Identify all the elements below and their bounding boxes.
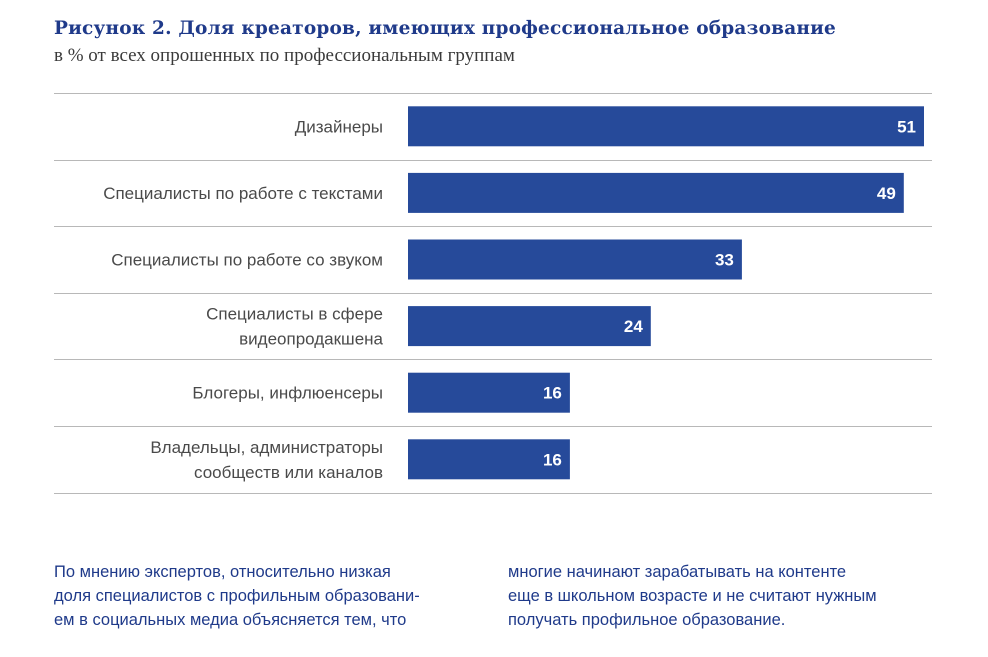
bar-chart: 51 Дизайнеры 49 Специалисты по работе с тек… [54,93,932,494]
body-text-left-line: ем в социальных медиа объясняется тем, ч… [54,611,407,629]
category-label: Специалисты по работе с текстами [103,184,383,203]
category-label-line: сообществ или каналов [194,463,383,482]
bar [408,172,904,213]
bar-value-label: 51 [897,117,916,136]
bar-value-label: 49 [877,184,896,203]
bar [408,306,651,347]
category-label-line: видеопродакшена [239,330,383,349]
bar-value-label: 33 [715,251,734,270]
body-text-right: многие начинают зарабатывать на контенте… [508,560,877,632]
body-text-left-line: По мнению экспертов, относительно низкая [54,563,391,581]
category-label: Специалисты в сфере видеопродакшена [206,305,383,349]
body-text-left-line: доля специалистов с профильным образован… [54,587,420,605]
bar-value-label: 16 [543,384,562,403]
category-label-line: Специалисты по работе со звуком [111,251,383,270]
category-label: Специалисты по работе со звуком [111,251,383,270]
category-label-line: Дизайнеры [295,117,383,136]
category-label: Блогеры, инфлюенсеры [192,384,383,403]
category-label: Дизайнеры [295,117,383,136]
body-text-right-line: еще в школьном возрасте и не считают нуж… [508,587,877,605]
bar [408,439,570,480]
category-label: Владельцы, администраторы сообществ или к… [150,438,383,482]
category-label-line: Владельцы, администраторы [150,438,383,457]
bar-value-label: 16 [543,450,562,469]
body-text-right-line: получать профильное образование. [508,611,786,629]
body-text-right-line: многие начинают зарабатывать на контенте [508,563,847,581]
bar [408,239,742,280]
figure-title: Рисунок 2. Доля креаторов, имеющих профе… [54,18,837,39]
body-text-left: По мнению экспертов, относительно низкая… [54,560,420,632]
category-label-line: Блогеры, инфлюенсеры [192,384,383,403]
bar [408,106,924,147]
category-label-line: Специалисты по работе с текстами [103,184,383,203]
bar [408,372,570,413]
figure-subtitle: в % от всех опрошенных по профессиональн… [54,45,515,66]
bar-value-label: 24 [624,317,643,336]
category-label-line: Специалисты в сфере [206,305,383,324]
